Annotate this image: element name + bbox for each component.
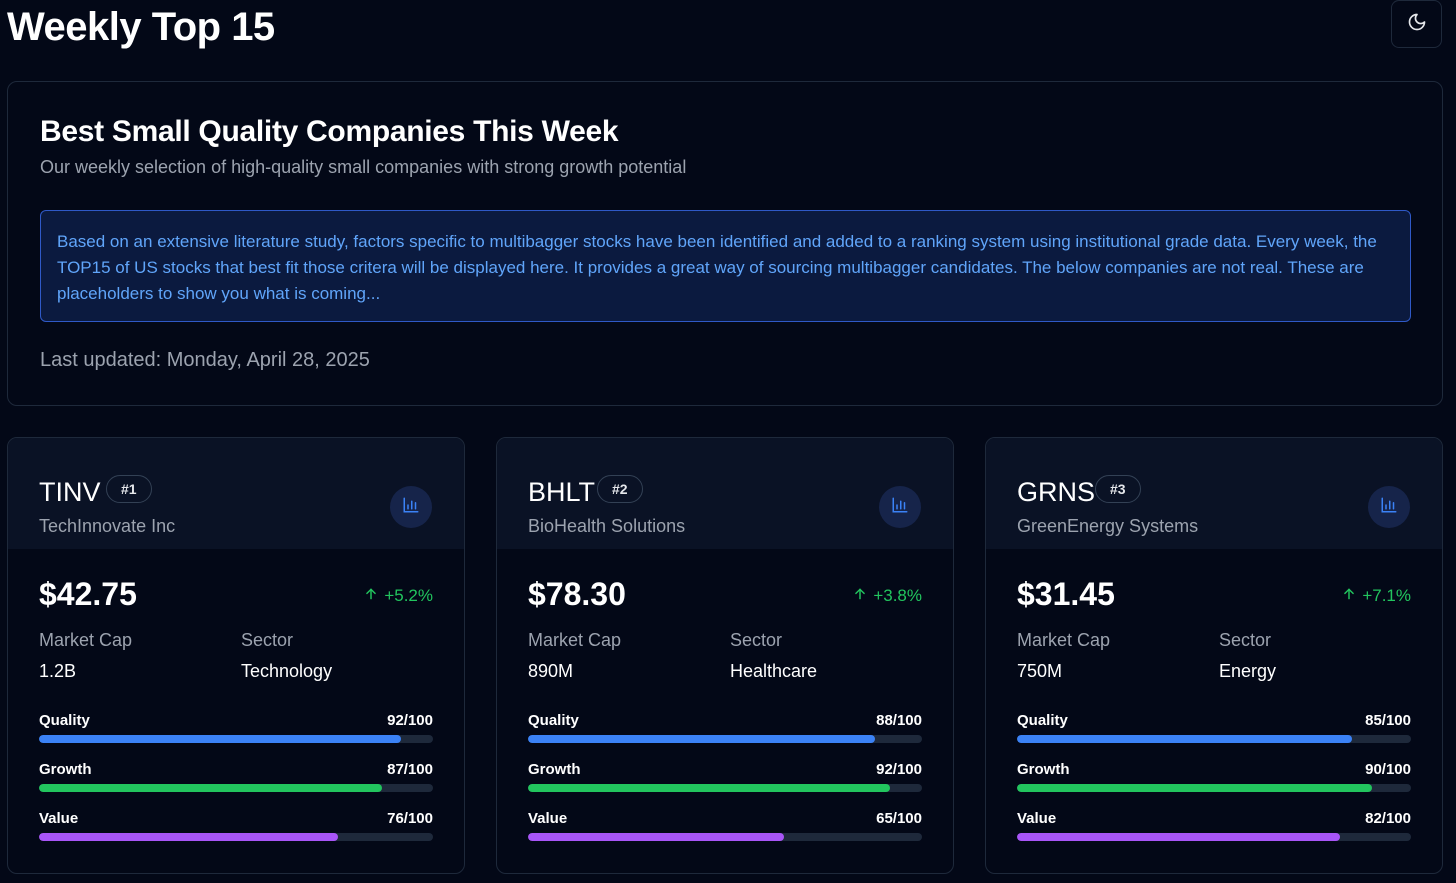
moon-icon <box>1407 12 1427 37</box>
quality-label: Quality <box>39 712 90 729</box>
sector-value: Energy <box>1219 661 1277 681</box>
growth-label: Growth <box>1017 761 1070 778</box>
quality-score: 85/100 <box>1365 712 1411 729</box>
card-header: GRNS #3 GreenEnergy Systems <box>986 438 1442 549</box>
theme-toggle-button[interactable] <box>1391 0 1442 48</box>
card-header: BHLT #2 BioHealth Solutions <box>497 438 953 549</box>
sector-value: Healthcare <box>730 661 818 681</box>
quality-bar-fill <box>528 735 875 743</box>
page-title: Weekly Top 15 <box>7 5 275 49</box>
growth-bar-fill <box>1017 784 1372 792</box>
value-bar <box>39 833 433 841</box>
growth-score: 87/100 <box>387 761 433 778</box>
price-change: +3.8% <box>853 585 922 607</box>
last-updated: Last updated: Monday, April 28, 2025 <box>40 349 370 371</box>
growth-score: 90/100 <box>1365 761 1411 778</box>
ticker: BHLT <box>528 477 596 507</box>
chart-button[interactable] <box>879 486 921 528</box>
value-label: Value <box>39 810 79 827</box>
value-score: 76/100 <box>387 810 433 827</box>
value-bar-fill <box>39 833 339 841</box>
hero-subtitle: Our weekly selection of high-quality sma… <box>40 157 687 177</box>
sector-label: Sector <box>1219 630 1272 650</box>
market-cap-label: Market Cap <box>528 630 622 650</box>
info-notice: Based on an extensive literature study, … <box>40 210 1411 322</box>
market-cap-value: 1.2B <box>39 661 77 681</box>
quality-score: 92/100 <box>387 712 433 729</box>
value-bar <box>528 833 922 841</box>
growth-label: Growth <box>528 761 581 778</box>
hero-title: Best Small Quality Companies This Week <box>40 115 619 148</box>
price-change: +5.2% <box>364 585 433 607</box>
ticker: TINV <box>39 477 101 507</box>
change-value: +7.1% <box>1362 586 1411 605</box>
rank-badge: #3 <box>1095 475 1141 503</box>
growth-label: Growth <box>39 761 92 778</box>
value-bar <box>1017 833 1411 841</box>
quality-bar <box>1017 735 1411 743</box>
value-label: Value <box>1017 810 1057 827</box>
quality-bar-fill <box>39 735 402 743</box>
market-cap-value: 750M <box>1017 661 1063 681</box>
company-name: BioHealth Solutions <box>528 516 686 536</box>
quality-bar <box>39 735 433 743</box>
growth-score: 92/100 <box>876 761 922 778</box>
quality-label: Quality <box>1017 712 1068 729</box>
sector-label: Sector <box>730 630 783 650</box>
market-cap-label: Market Cap <box>39 630 133 650</box>
quality-bar-fill <box>1017 735 1352 743</box>
growth-bar-fill <box>528 784 891 792</box>
value-score: 65/100 <box>876 810 922 827</box>
growth-bar-fill <box>39 784 382 792</box>
value-score: 82/100 <box>1365 810 1411 827</box>
company-name: TechInnovate Inc <box>39 516 176 536</box>
hero-panel: Best Small Quality Companies This Week O… <box>7 81 1443 406</box>
value-label: Value <box>528 810 568 827</box>
ticker: GRNS <box>1017 477 1096 507</box>
arrow-up-icon <box>853 585 867 607</box>
growth-bar <box>39 784 433 792</box>
quality-label: Quality <box>528 712 579 729</box>
arrow-up-icon <box>1342 585 1356 607</box>
market-cap-value: 890M <box>528 661 574 681</box>
value-bar-fill <box>1017 833 1341 841</box>
card-header: TINV #1 TechInnovate Inc <box>8 438 464 549</box>
rank-badge: #1 <box>106 475 152 503</box>
quality-score: 88/100 <box>876 712 922 729</box>
value-bar-fill <box>528 833 785 841</box>
growth-bar <box>1017 784 1411 792</box>
stock-card: BHLT #2 BioHealth Solutions $78.30 +3.8%… <box>496 437 954 874</box>
price: $31.45 <box>1017 576 1115 612</box>
quality-bar <box>528 735 922 743</box>
rank-badge: #2 <box>597 475 643 503</box>
arrow-up-icon <box>364 585 378 607</box>
bar-chart-icon <box>891 496 909 519</box>
stock-card: TINV #1 TechInnovate Inc $42.75 +5.2% Ma… <box>7 437 465 874</box>
chart-button[interactable] <box>1368 486 1410 528</box>
price-change: +7.1% <box>1342 585 1411 607</box>
change-value: +3.8% <box>873 586 922 605</box>
stock-card: GRNS #3 GreenEnergy Systems $31.45 +7.1%… <box>985 437 1443 874</box>
bar-chart-icon <box>1380 496 1398 519</box>
price: $78.30 <box>528 576 626 612</box>
growth-bar <box>528 784 922 792</box>
price: $42.75 <box>39 576 137 612</box>
chart-button[interactable] <box>390 486 432 528</box>
company-name: GreenEnergy Systems <box>1017 516 1199 536</box>
bar-chart-icon <box>402 496 420 519</box>
sector-value: Technology <box>241 661 333 681</box>
change-value: +5.2% <box>384 586 433 605</box>
sector-label: Sector <box>241 630 294 650</box>
market-cap-label: Market Cap <box>1017 630 1111 650</box>
